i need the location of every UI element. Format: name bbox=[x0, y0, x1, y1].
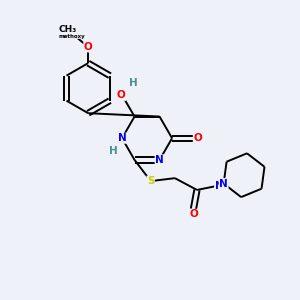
Text: O: O bbox=[84, 42, 92, 52]
Text: O: O bbox=[189, 209, 198, 219]
Text: H: H bbox=[129, 78, 137, 88]
Text: O: O bbox=[117, 90, 126, 100]
Text: O: O bbox=[193, 133, 202, 143]
Text: CH₃: CH₃ bbox=[58, 25, 77, 34]
Text: N: N bbox=[155, 155, 164, 165]
Text: N: N bbox=[118, 133, 126, 143]
Text: N: N bbox=[215, 181, 224, 190]
Text: methoxy: methoxy bbox=[58, 34, 85, 38]
Text: N: N bbox=[219, 178, 228, 189]
Text: H: H bbox=[110, 146, 118, 156]
Text: S: S bbox=[147, 176, 154, 186]
